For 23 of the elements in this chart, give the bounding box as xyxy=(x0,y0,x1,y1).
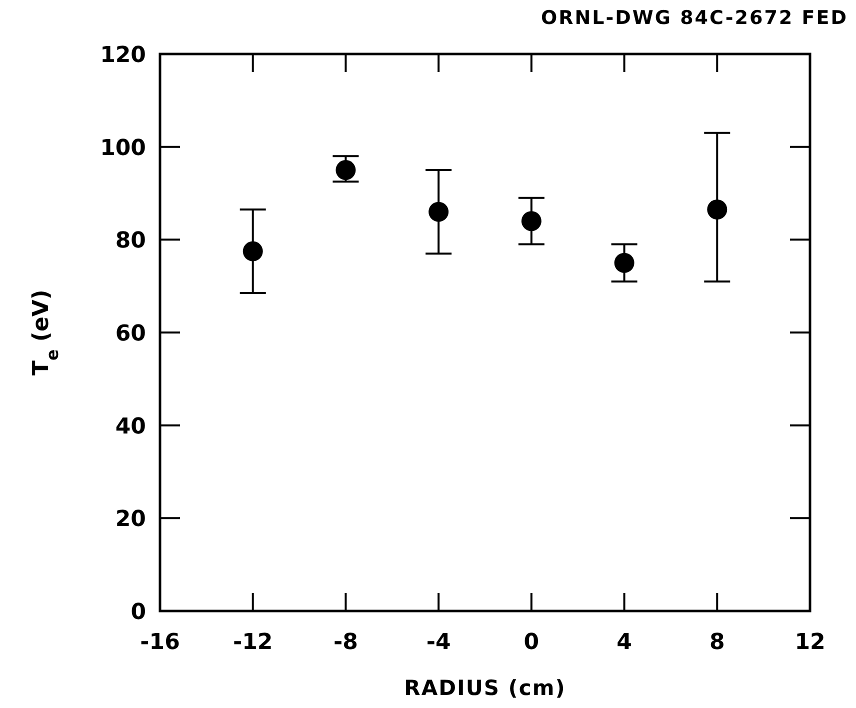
y-tick-label: 40 xyxy=(115,414,146,440)
y-tick-label: 60 xyxy=(115,322,146,346)
x-tick-label: 12 xyxy=(794,630,826,655)
x-tick-label: 0 xyxy=(524,630,540,655)
x-tick-label: 4 xyxy=(616,630,632,655)
x-axis-title: RADIUS (cm) xyxy=(404,676,566,700)
y-tick-label: 100 xyxy=(100,136,146,161)
x-tick-label: 8 xyxy=(709,630,725,655)
y-tick-label: 0 xyxy=(130,600,146,625)
point xyxy=(336,160,356,180)
y-tick-label: 80 xyxy=(115,228,146,254)
x-tick-label: -16 xyxy=(140,630,180,655)
point xyxy=(614,252,634,273)
text: ORNL-DWG 84C-2672 FED xyxy=(540,7,848,29)
y-tick-label: 20 xyxy=(115,507,146,532)
x-tick-label: -12 xyxy=(232,630,273,655)
point xyxy=(428,202,449,222)
point xyxy=(242,241,263,262)
x-tick-label: -8 xyxy=(333,630,358,655)
point xyxy=(707,200,728,220)
point xyxy=(521,211,542,232)
y-tick-label: 120 xyxy=(100,43,146,68)
x-tick-label: -4 xyxy=(426,630,451,655)
